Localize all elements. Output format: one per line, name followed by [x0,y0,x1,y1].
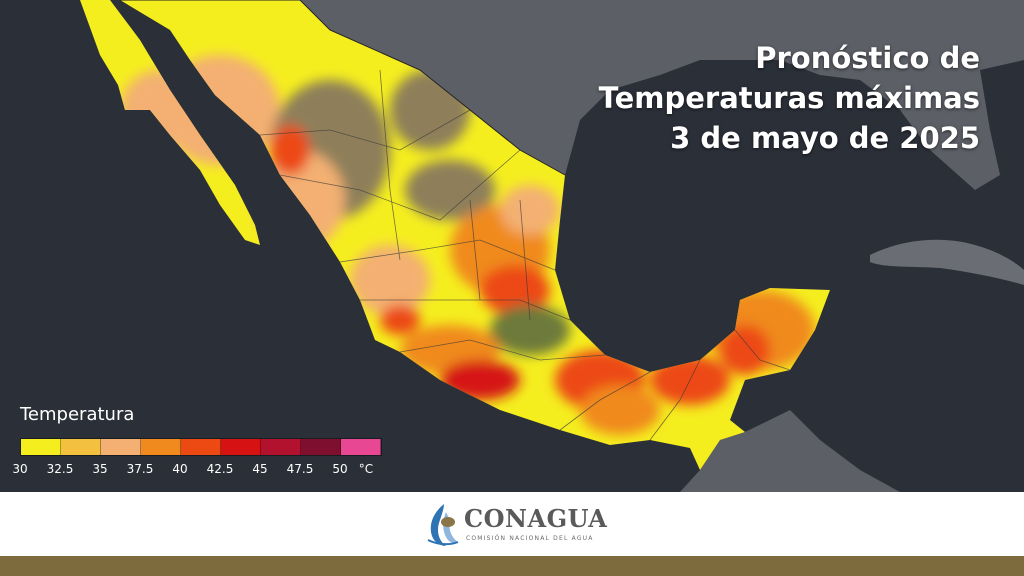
logo-subtitle: COMISIÓN NACIONAL DEL AGUA [466,535,594,542]
legend-swatch [261,439,301,455]
temperature-legend: Temperatura 30 32.5 35 37.5 40 42.5 45 47.5 50 °C [10,404,400,482]
legend-unit: °C [358,462,374,476]
forecast-map [0,0,1024,492]
legend-swatch [101,439,141,455]
central-america-landmass [680,410,900,492]
legend-tick-label: 35 [92,462,108,476]
legend-swatch [141,439,181,455]
legend-swatch [301,439,341,455]
legend-swatch [61,439,101,455]
title-line-2: Temperaturas máximas [598,81,980,115]
usa-landmass [0,0,1024,190]
cuba-landmass [870,239,1024,285]
legend-title: Temperatura [20,404,135,425]
legend-tick-label: 50 [332,462,348,476]
conagua-emblem-icon [427,504,459,546]
map-svg [0,0,1024,492]
us-mexico-border [120,0,566,176]
conagua-logo: CONAGUA COMISIÓN NACIONAL DEL AGUA [424,500,608,548]
map-title: Pronóstico de Temperaturas máximas 3 de … [599,38,980,158]
legend-tick-label: 47.5 [286,462,314,476]
title-line-3: 3 de mayo de 2025 [670,121,980,155]
legend-swatch [221,439,261,455]
legend-tick-label: 45 [252,462,268,476]
footer: CONAGUA COMISIÓN NACIONAL DEL AGUA [0,492,1024,556]
legend-swatch [21,439,61,455]
legend-swatch [181,439,221,455]
state-borders [259,69,791,441]
legend-tick-label: 37.5 [126,462,154,476]
legend-ticks: 30 32.5 35 37.5 40 42.5 45 47.5 50 °C [10,462,400,480]
logo-name: CONAGUA [464,504,608,533]
legend-swatch [341,439,381,455]
footer-gold-bar [0,556,1024,576]
title-line-1: Pronóstico de [755,41,980,75]
legend-tick-label: 40 [172,462,188,476]
legend-color-bar [20,438,382,456]
legend-tick-label: 42.5 [206,462,234,476]
legend-tick-label: 32.5 [46,462,74,476]
legend-tick-label: 30 [12,462,28,476]
